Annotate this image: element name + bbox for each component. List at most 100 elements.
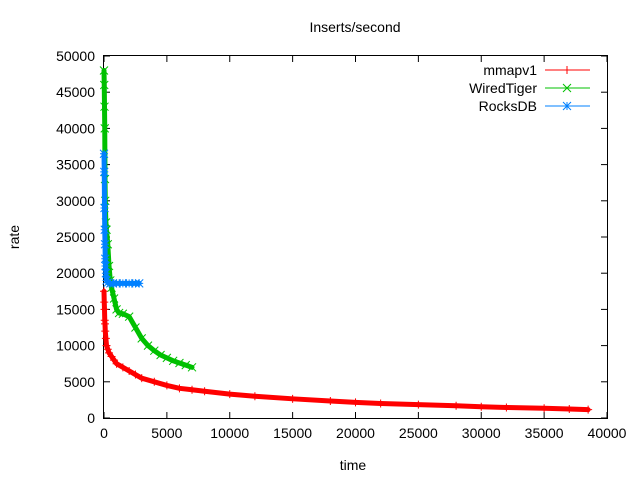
x-tick-label: 0 xyxy=(100,425,108,441)
x-tick-label: 40000 xyxy=(588,425,627,441)
data-point-wiredtiger xyxy=(137,334,147,343)
data-point-mmapv1 xyxy=(102,341,111,350)
data-point-mmapv1 xyxy=(162,381,171,390)
series-line-mmapv1 xyxy=(101,288,591,413)
data-point-rocksdb xyxy=(134,278,144,288)
x-axis-label: time xyxy=(340,457,367,473)
legend-marker-rocksdb xyxy=(562,101,572,111)
data-point-mmapv1 xyxy=(100,298,109,307)
data-point-mmapv1 xyxy=(414,400,423,409)
x-tick-label: 25000 xyxy=(399,425,438,441)
data-point-rocksdb xyxy=(101,261,110,271)
data-point-mmapv1 xyxy=(288,394,297,403)
y-tick-label: 50000 xyxy=(56,48,95,64)
data-point-rocksdb xyxy=(101,268,111,278)
data-point-wiredtiger xyxy=(109,294,119,303)
series-rocksdb xyxy=(99,149,144,288)
y-tick-label: 0 xyxy=(87,410,95,426)
data-point-wiredtiger xyxy=(175,358,184,368)
data-point-rocksdb xyxy=(99,149,109,159)
data-point-wiredtiger xyxy=(124,312,134,321)
data-point-mmapv1 xyxy=(351,398,360,407)
data-point-wiredtiger xyxy=(149,346,159,356)
legend-marker-wiredtiger xyxy=(562,83,572,93)
data-point-wiredtiger xyxy=(114,308,124,318)
data-point-mmapv1 xyxy=(376,399,385,408)
data-point-mmapv1 xyxy=(540,404,549,413)
chart-title: Inserts/second xyxy=(309,19,400,35)
data-point-rocksdb xyxy=(100,225,110,235)
data-point-mmapv1 xyxy=(200,387,209,396)
legend-label-rocksdb: RocksDB xyxy=(479,98,537,114)
y-tick-label: 30000 xyxy=(56,193,95,209)
data-point-rocksdb xyxy=(112,278,121,288)
data-point-mmapv1 xyxy=(502,403,511,412)
data-point-mmapv1 xyxy=(101,327,110,336)
y-tick-label: 10000 xyxy=(56,338,95,354)
x-tick-label: 30000 xyxy=(462,425,501,441)
data-point-rocksdb xyxy=(100,203,109,213)
series-wiredtiger xyxy=(99,66,197,372)
legend-marker-mmapv1 xyxy=(563,66,571,74)
data-point-mmapv1 xyxy=(125,366,134,375)
data-point-rocksdb xyxy=(124,278,134,288)
data-point-mmapv1 xyxy=(101,319,110,328)
data-point-rocksdb xyxy=(100,254,110,264)
data-point-wiredtiger xyxy=(100,102,109,112)
data-point-mmapv1 xyxy=(118,363,127,372)
data-point-mmapv1 xyxy=(477,402,486,411)
y-axis-label: rate xyxy=(6,225,22,249)
legend-label-mmapv1: mmapv1 xyxy=(483,62,537,78)
series-line-wiredtiger xyxy=(101,67,195,370)
data-point-mmapv1 xyxy=(188,385,197,394)
data-point-mmapv1 xyxy=(103,345,112,354)
y-tick-label: 15000 xyxy=(56,301,95,317)
data-point-mmapv1 xyxy=(150,377,159,386)
data-point-wiredtiger xyxy=(187,362,197,372)
data-point-wiredtiger xyxy=(99,80,109,90)
data-point-mmapv1 xyxy=(250,392,259,401)
data-point-wiredtiger xyxy=(162,353,172,363)
data-point-rocksdb xyxy=(118,278,128,288)
data-point-mmapv1 xyxy=(584,405,593,414)
data-point-wiredtiger xyxy=(168,356,178,366)
series-group xyxy=(99,66,593,414)
data-point-wiredtiger xyxy=(118,309,128,319)
y-tick-label: 35000 xyxy=(56,157,95,173)
x-tick-label: 15000 xyxy=(273,425,312,441)
data-point-mmapv1 xyxy=(326,396,335,405)
y-tick-label: 25000 xyxy=(56,229,95,245)
y-tick-label: 45000 xyxy=(56,84,95,100)
data-point-wiredtiger xyxy=(99,66,109,75)
x-tick-label: 10000 xyxy=(210,425,249,441)
y-axis-ticks: 0 5000 10000 15000 20000 25000 30000 35000 40000… xyxy=(56,48,607,426)
data-point-mmapv1 xyxy=(175,384,184,393)
data-point-mmapv1 xyxy=(112,359,121,368)
data-point-mmapv1 xyxy=(131,370,140,379)
data-point-rocksdb xyxy=(103,278,113,287)
data-point-wiredtiger xyxy=(112,305,121,314)
x-tick-label: 5000 xyxy=(151,425,182,441)
data-point-mmapv1 xyxy=(452,401,461,410)
data-point-rocksdb xyxy=(99,167,109,177)
x-axis-ticks: 0 5000 10000 15000 20000 25000 30000 35000 40000 xyxy=(100,56,627,441)
legend-label-wiredtiger: WiredTiger xyxy=(469,80,537,96)
data-point-mmapv1 xyxy=(137,374,146,383)
legend: mmapv1 WiredTiger RocksDB xyxy=(469,62,590,114)
data-point-rocksdb xyxy=(100,239,110,249)
x-tick-label: 20000 xyxy=(336,425,375,441)
data-point-mmapv1 xyxy=(100,287,108,296)
data-point-wiredtiger xyxy=(100,124,110,133)
data-point-mmapv1 xyxy=(565,404,574,413)
y-tick-label: 40000 xyxy=(56,120,95,136)
x-tick-label: 35000 xyxy=(525,425,564,441)
data-point-wiredtiger xyxy=(156,350,165,360)
data-point-rocksdb xyxy=(102,276,111,285)
data-point-wiredtiger xyxy=(131,323,140,332)
y-tick-label: 5000 xyxy=(64,374,95,390)
data-point-wiredtiger xyxy=(181,360,191,370)
data-point-wiredtiger xyxy=(143,341,153,350)
data-point-mmapv1 xyxy=(225,390,234,399)
series-mmapv1 xyxy=(100,287,593,414)
y-tick-label: 20000 xyxy=(56,265,95,281)
